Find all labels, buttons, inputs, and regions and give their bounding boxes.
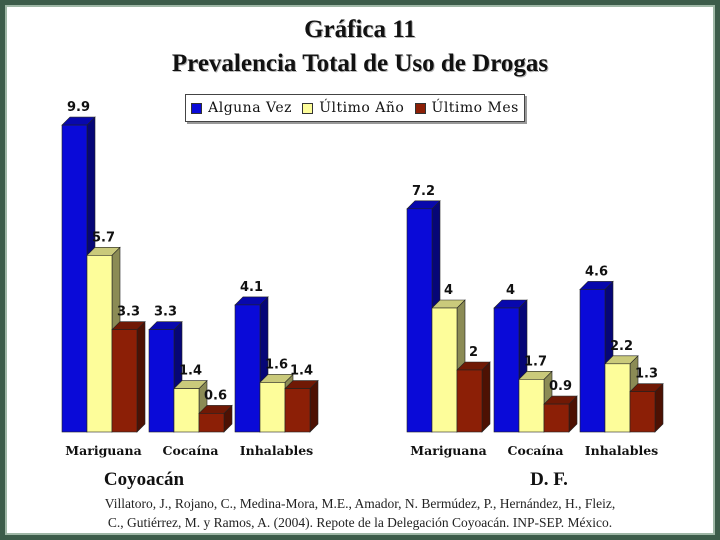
- data-label: 4.6: [585, 264, 608, 279]
- panel-title: Coyoacán: [104, 469, 185, 490]
- bar: [234, 304, 261, 433]
- legend-item: Alguna Vez: [191, 100, 292, 116]
- bar: [173, 388, 200, 433]
- bar: [518, 378, 545, 433]
- data-label: 1.7: [524, 354, 547, 369]
- legend-swatch: [191, 102, 203, 114]
- bar-side: [481, 361, 491, 433]
- data-label: 1.4: [290, 364, 313, 379]
- slide-inner-border: [5, 5, 715, 535]
- data-label: 9.9: [67, 100, 90, 115]
- data-label: 3.3: [117, 305, 140, 320]
- panel-title: D. F.: [530, 469, 568, 490]
- data-label: 1.4: [179, 364, 202, 379]
- bar-side: [309, 379, 319, 433]
- data-label: 4: [506, 283, 515, 298]
- bar: [456, 369, 483, 433]
- category-label: Mariguana: [65, 443, 141, 458]
- legend-swatch: [302, 102, 314, 114]
- category-label: Mariguana: [410, 443, 486, 458]
- legend-swatch: [414, 102, 426, 114]
- category-label: Inhalables: [240, 443, 313, 458]
- legend-item: Último Año: [302, 100, 404, 116]
- legend-label: Alguna Vez: [208, 100, 292, 116]
- bar: [629, 391, 656, 433]
- data-label: 2.2: [610, 339, 633, 354]
- data-label: 2: [469, 345, 478, 360]
- bar: [61, 124, 88, 433]
- data-label: 7.2: [412, 184, 435, 199]
- data-label: 3.3: [154, 305, 177, 320]
- bar: [148, 329, 175, 433]
- data-label: 1.3: [635, 367, 658, 382]
- bar: [604, 363, 631, 433]
- bar: [86, 255, 113, 433]
- chart-title-line2: Prevalencia Total de Uso de Drogas: [171, 50, 549, 77]
- bar-side: [654, 382, 664, 433]
- category-label: Inhalables: [585, 443, 658, 458]
- data-label: 0.6: [204, 388, 227, 403]
- citation: Villatoro, J., Rojano, C., Medina-Mora, …: [40, 494, 680, 532]
- bar-side: [136, 320, 146, 433]
- data-label: 5.7: [92, 230, 115, 245]
- bar: [493, 307, 520, 433]
- bar: [543, 403, 570, 433]
- bar: [111, 329, 138, 433]
- data-label: 4: [444, 283, 453, 298]
- bar: [431, 307, 458, 433]
- bar: [284, 388, 311, 433]
- chart-title-line1: Gráfica 11: [304, 16, 416, 43]
- citation-line1: Villatoro, J., Rojano, C., Medina-Mora, …: [104, 496, 616, 511]
- data-label: 1.6: [265, 357, 288, 372]
- category-label: Cocaína: [163, 443, 219, 458]
- legend-label: Último Mes: [431, 100, 519, 116]
- chart-legend: Alguna Vez Último Año Último Mes: [185, 94, 525, 122]
- bar: [579, 289, 606, 433]
- category-label: Cocaína: [508, 443, 564, 458]
- data-label: 0.9: [549, 379, 572, 394]
- citation-line2: C., Gutiérrez, M. y Ramos, A. (2004). Re…: [107, 515, 613, 530]
- bar: [406, 208, 433, 433]
- legend-label: Último Año: [319, 100, 405, 116]
- bar: [259, 382, 286, 433]
- data-label: 4.1: [240, 280, 263, 295]
- legend-item: Último Mes: [414, 100, 519, 116]
- bar: [198, 413, 225, 433]
